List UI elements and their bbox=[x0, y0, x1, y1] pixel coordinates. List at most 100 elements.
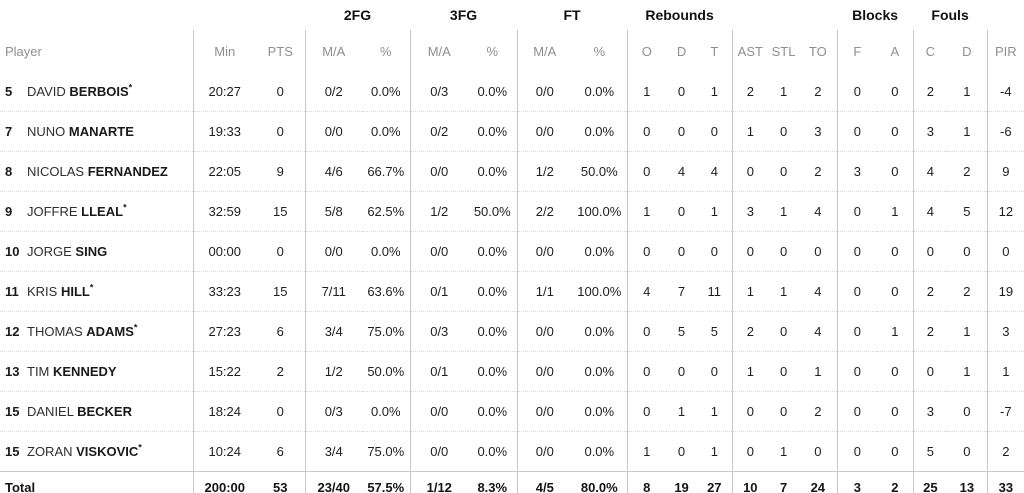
stat-block-a: 1 bbox=[877, 191, 914, 232]
stat-3fg-pct: 0.0% bbox=[468, 151, 518, 192]
stat-pts: 9 bbox=[256, 151, 305, 192]
stat-ast: 1 bbox=[731, 351, 769, 392]
player-cell: 10 JORGE SING bbox=[0, 231, 193, 272]
stat-foul-d: 1 bbox=[947, 351, 988, 392]
player-cell: 13 TIM KENNEDY bbox=[0, 351, 193, 392]
stat-foul-d: 0 bbox=[947, 391, 988, 432]
column-header-ft-ma: M/A bbox=[516, 30, 573, 72]
stat-stl: 0 bbox=[768, 231, 800, 272]
stat-min: 33:23 bbox=[192, 271, 256, 312]
stat-2fg-ma: 7/11 bbox=[304, 271, 362, 312]
stat-ft-ma: 1/2 bbox=[516, 151, 573, 192]
stat-to: 4 bbox=[799, 271, 838, 312]
player-row: 13 TIM KENNEDY 15:22 2 1/2 50.0% 0/1 0.0% 0/0 0.0… bbox=[0, 351, 1024, 392]
total-label: Total bbox=[0, 471, 193, 493]
stat-2fg-ma: 5/8 bbox=[304, 191, 362, 232]
stat-pir: 3 bbox=[986, 311, 1024, 352]
group-header-spacer bbox=[732, 0, 837, 30]
stat-ast: 1 bbox=[731, 271, 769, 312]
player-row: 5 DAVID BERBOIS* 20:27 0 0/2 0.0% 0/3 0.0% 0/0 0.… bbox=[0, 72, 1024, 112]
stat-ast: 2 bbox=[731, 72, 769, 112]
player-row: 9 JOFFRE LLEAL* 32:59 15 5/8 62.5% 1/2 50.0% 2/2… bbox=[0, 191, 1024, 232]
stat-3fg-ma: 0/3 bbox=[409, 72, 469, 112]
stat-pts: 6 bbox=[256, 431, 305, 472]
stat-pir: 33 bbox=[986, 471, 1024, 493]
total-row: Total 200:00 53 23/40 57.5% 1/12 8.3% 4/5 80.0% 8… bbox=[0, 471, 1024, 493]
stat-foul-c: 2 bbox=[912, 271, 948, 312]
player-first-name: JORGE bbox=[27, 244, 76, 259]
stat-reb-t: 0 bbox=[697, 351, 733, 392]
stat-foul-d: 0 bbox=[947, 231, 988, 272]
player-last-name: BERBOIS bbox=[69, 84, 129, 99]
stat-group-header-row: 2FG 3FG FT Rebounds Blocks Fouls bbox=[0, 0, 1024, 30]
stat-ft-pct: 100.0% bbox=[572, 271, 628, 312]
player-first-name: NICOLAS bbox=[27, 164, 88, 179]
starter-mark: * bbox=[128, 82, 133, 93]
stat-stl: 1 bbox=[768, 271, 800, 312]
stat-reb-o: 0 bbox=[626, 231, 667, 272]
stat-block-a: 0 bbox=[877, 111, 914, 152]
stat-3fg-ma: 0/1 bbox=[409, 351, 469, 392]
stat-foul-c: 2 bbox=[912, 311, 948, 352]
stat-ast: 0 bbox=[731, 431, 769, 472]
stat-reb-o: 0 bbox=[626, 391, 667, 432]
stat-pts: 53 bbox=[256, 471, 305, 493]
stat-ft-pct: 80.0% bbox=[572, 471, 628, 493]
stat-pir: 1 bbox=[986, 351, 1024, 392]
stat-reb-d: 4 bbox=[666, 151, 698, 192]
column-header-foul-d: D bbox=[962, 43, 972, 59]
stat-block-f: 0 bbox=[836, 311, 878, 352]
stat-3fg-pct: 0.0% bbox=[468, 351, 518, 392]
stat-ft-ma: 1/1 bbox=[516, 271, 573, 312]
stat-2fg-pct: 57.5% bbox=[362, 471, 411, 493]
column-header-min: Min bbox=[192, 30, 256, 72]
stat-block-a: 0 bbox=[877, 391, 914, 432]
stat-min: 20:27 bbox=[192, 72, 256, 112]
stat-min: 200:00 bbox=[192, 471, 256, 493]
player-row: 11 KRIS HILL* 33:23 15 7/11 63.6% 0/1 0.0% 1/1 10… bbox=[0, 271, 1024, 312]
stat-3fg-pct: 0.0% bbox=[468, 231, 518, 272]
player-number: 15 bbox=[5, 404, 20, 419]
column-header-2fg-pct: % bbox=[379, 43, 392, 59]
stat-to: 1 bbox=[799, 351, 838, 392]
stat-stl: 0 bbox=[768, 391, 800, 432]
stat-min: 15:22 bbox=[192, 351, 256, 392]
starter-mark: * bbox=[89, 282, 94, 293]
player-number: 9 bbox=[5, 204, 13, 219]
stat-stl: 0 bbox=[768, 311, 800, 352]
group-header-blocks: Blocks bbox=[852, 7, 899, 23]
stat-3fg-pct: 0.0% bbox=[468, 391, 518, 432]
stat-to: 2 bbox=[799, 391, 838, 432]
stat-reb-d: 0 bbox=[666, 191, 698, 232]
stat-block-f: 0 bbox=[836, 431, 878, 472]
stat-pts: 0 bbox=[256, 111, 305, 152]
stat-to: 3 bbox=[799, 111, 838, 152]
stat-3fg-ma: 0/3 bbox=[409, 311, 469, 352]
player-last-name: KENNEDY bbox=[53, 364, 117, 379]
stat-reb-o: 1 bbox=[626, 191, 667, 232]
stat-2fg-ma: 0/2 bbox=[304, 72, 362, 112]
player-row: 7 NUNO MANARTE 19:33 0 0/0 0.0% 0/2 0.0% 0/0 0.0%… bbox=[0, 111, 1024, 152]
player-first-name: KRIS bbox=[27, 284, 61, 299]
group-header-spacer bbox=[987, 0, 1024, 30]
stat-pir: -4 bbox=[986, 72, 1024, 112]
column-header-stl: STL bbox=[771, 43, 796, 59]
player-number: 13 bbox=[5, 364, 20, 379]
stat-reb-d: 0 bbox=[666, 351, 698, 392]
stat-2fg-pct: 50.0% bbox=[362, 351, 411, 392]
stat-pts: 15 bbox=[256, 271, 305, 312]
stat-foul-c: 5 bbox=[912, 431, 948, 472]
stat-foul-d: 2 bbox=[947, 271, 988, 312]
stat-min: 27:23 bbox=[192, 311, 256, 352]
stat-reb-t: 11 bbox=[697, 271, 733, 312]
stat-pir: 19 bbox=[986, 271, 1024, 312]
stat-reb-o: 0 bbox=[626, 351, 667, 392]
stat-ft-pct: 0.0% bbox=[584, 84, 615, 99]
stat-foul-d: 0 bbox=[947, 431, 988, 472]
player-row: 8 NICOLAS FERNANDEZ 22:05 9 4/6 66.7% 0/0 0.0% 1… bbox=[0, 151, 1024, 192]
column-header-2fg-ma: M/A bbox=[304, 30, 362, 72]
player-last-name: HILL bbox=[60, 284, 90, 299]
stat-reb-o: 4 bbox=[626, 271, 667, 312]
stat-ft-pct: 0.0% bbox=[572, 111, 628, 152]
